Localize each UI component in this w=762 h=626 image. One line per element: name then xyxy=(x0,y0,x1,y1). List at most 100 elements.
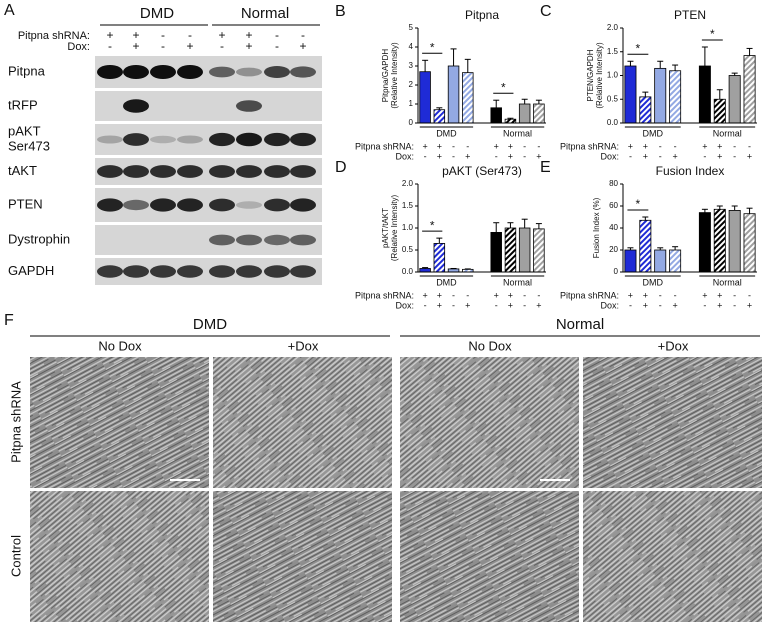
blot-band xyxy=(150,265,176,278)
panel-label: B xyxy=(335,3,346,20)
condition-value: + xyxy=(717,141,722,151)
y-tick-label: 2.0 xyxy=(607,23,619,32)
y-tick-label: 1 xyxy=(409,99,414,108)
condition-value: + xyxy=(186,39,193,53)
group-label: Normal xyxy=(503,277,532,287)
condition-value: + xyxy=(643,151,648,161)
bar xyxy=(447,65,460,124)
condition-value: - xyxy=(495,151,498,161)
group-label: Normal xyxy=(713,128,742,138)
blot-band xyxy=(236,201,262,209)
condition-value: - xyxy=(523,290,526,300)
blot-band xyxy=(177,65,203,79)
micrograph xyxy=(400,357,579,488)
bar xyxy=(518,227,531,273)
condition-value: + xyxy=(717,290,722,300)
bar xyxy=(639,219,652,273)
bar xyxy=(462,72,474,124)
condition-value: + xyxy=(132,28,139,42)
blot-band xyxy=(209,265,235,278)
condition-value: + xyxy=(747,300,752,310)
y-tick-label: 1.0 xyxy=(607,71,619,80)
blot-band xyxy=(123,265,149,278)
y-tick-label: 3 xyxy=(409,61,414,70)
micrograph xyxy=(213,491,392,622)
y-tick-label: 20 xyxy=(609,245,618,254)
column-label: +Dox xyxy=(658,338,689,353)
band-label: Ser473 xyxy=(8,138,50,153)
condition-value: + xyxy=(494,290,499,300)
condition-value: - xyxy=(629,151,632,161)
condition-value: - xyxy=(275,28,279,42)
condition-value: + xyxy=(747,151,752,161)
panel-label: E xyxy=(540,159,551,176)
chart-title: PTEN xyxy=(674,8,706,22)
condition-value: - xyxy=(733,300,736,310)
condition-value: + xyxy=(299,39,306,53)
condition-label: Pitpna shRNA: xyxy=(355,290,414,300)
bar xyxy=(504,227,517,273)
condition-value: - xyxy=(220,39,224,53)
condition-value: + xyxy=(643,141,648,151)
y-axis-label: (Relative Intensity) xyxy=(390,42,399,109)
blot-band xyxy=(97,198,123,212)
blot-band xyxy=(290,198,316,212)
condition-value: + xyxy=(422,141,427,151)
bar xyxy=(669,70,682,124)
condition-value: + xyxy=(672,300,677,310)
group-label: DMD xyxy=(643,128,664,138)
condition-value: - xyxy=(659,290,662,300)
group-label: Normal xyxy=(556,316,604,333)
bar xyxy=(624,249,637,273)
panel-label: F xyxy=(4,312,14,329)
bar xyxy=(639,96,652,124)
condition-value: - xyxy=(523,141,526,151)
blot-band xyxy=(264,198,290,212)
band-label: Dystrophin xyxy=(8,231,70,246)
condition-value: - xyxy=(733,151,736,161)
condition-label: Pitpna shRNA: xyxy=(560,141,619,151)
y-axis-label: pAKT/tAKT xyxy=(381,208,390,248)
condition-value: + xyxy=(702,141,707,151)
blot-band xyxy=(290,265,316,278)
blot-band xyxy=(236,100,262,112)
bar xyxy=(533,228,545,273)
blot-band xyxy=(123,199,149,211)
y-axis-label: Pitpna/GAPDH xyxy=(381,49,390,103)
bar xyxy=(654,67,667,124)
blot-band xyxy=(236,67,262,77)
bar xyxy=(669,249,682,273)
y-tick-label: 0.5 xyxy=(607,94,619,103)
blot-band xyxy=(209,66,235,78)
condition-value: - xyxy=(703,300,706,310)
condition-value: - xyxy=(523,300,526,310)
band-label: GAPDH xyxy=(8,263,54,278)
blot-band xyxy=(150,198,176,212)
condition-value: + xyxy=(672,151,677,161)
bar xyxy=(743,55,756,124)
micrograph xyxy=(583,491,762,622)
blot-band xyxy=(150,65,176,79)
condition-value: - xyxy=(659,141,662,151)
panel-label: C xyxy=(540,3,552,20)
bar xyxy=(728,75,741,124)
micrograph xyxy=(30,357,209,488)
condition-value: - xyxy=(537,290,540,300)
condition-value: - xyxy=(452,290,455,300)
y-tick-label: 0.5 xyxy=(402,245,414,254)
y-axis-label: (Relative Intensity) xyxy=(390,195,399,262)
condition-value: + xyxy=(508,141,513,151)
y-tick-label: 0.0 xyxy=(607,118,619,127)
condition-value: + xyxy=(422,290,427,300)
blot-band xyxy=(150,165,176,178)
condition-value: - xyxy=(629,300,632,310)
condition-value: + xyxy=(437,290,442,300)
blot-band xyxy=(177,165,203,178)
condition-value: - xyxy=(275,39,279,53)
condition-value: - xyxy=(537,141,540,151)
y-tick-label: 1.5 xyxy=(607,47,619,56)
bar xyxy=(419,71,431,124)
condition-value: + xyxy=(508,290,513,300)
condition-value: - xyxy=(674,290,677,300)
group-label: DMD xyxy=(193,316,227,333)
